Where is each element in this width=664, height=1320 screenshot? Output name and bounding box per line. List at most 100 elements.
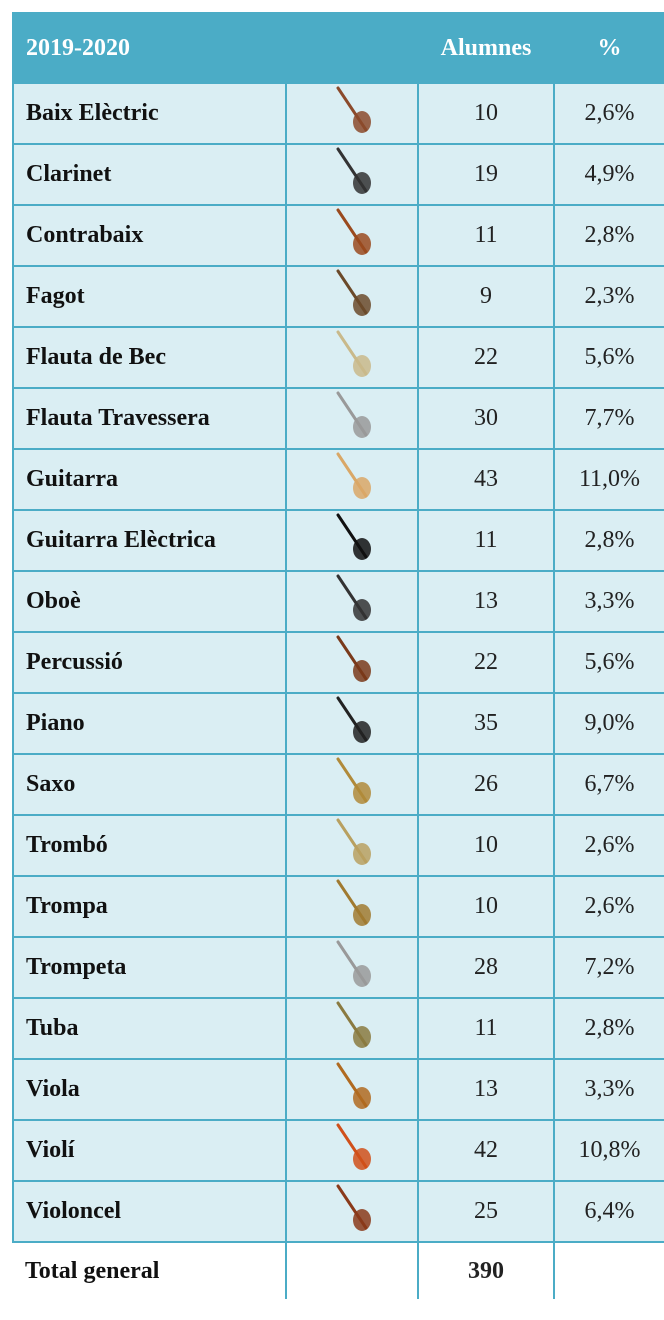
student-percent: 2,8% — [554, 205, 664, 266]
student-count: 11 — [418, 205, 554, 266]
icon-shape — [353, 233, 371, 255]
instrument-name: Contrabaix — [13, 205, 286, 266]
instrument-icon — [324, 755, 380, 807]
table-header: 2019-2020 Alumnes % — [13, 13, 664, 83]
icon-cell — [286, 693, 418, 754]
student-count: 28 — [418, 937, 554, 998]
icon-cell — [286, 1120, 418, 1181]
icon-cell — [286, 571, 418, 632]
instrument-icon — [324, 938, 380, 990]
icon-shape — [353, 477, 371, 499]
student-count: 13 — [418, 571, 554, 632]
icon-shape — [353, 355, 371, 377]
instrument-icon — [324, 633, 380, 685]
icon-cell — [286, 876, 418, 937]
student-count: 11 — [418, 998, 554, 1059]
icon-shape — [353, 538, 371, 560]
instrument-icon — [324, 1182, 380, 1234]
instrument-name: Saxo — [13, 754, 286, 815]
icon-cell — [286, 83, 418, 144]
icon-cell — [286, 815, 418, 876]
instrument-icon — [324, 328, 380, 380]
instrument-icon — [324, 145, 380, 197]
icon-shape — [353, 1026, 371, 1048]
icon-shape — [353, 1148, 371, 1170]
instrument-name: Guitarra — [13, 449, 286, 510]
instrument-name: Oboè — [13, 571, 286, 632]
instrument-name: Violí — [13, 1120, 286, 1181]
icon-shape — [353, 721, 371, 743]
header-year: 2019-2020 — [13, 13, 286, 83]
icon-cell — [286, 388, 418, 449]
student-percent: 3,3% — [554, 1059, 664, 1120]
icon-cell — [286, 754, 418, 815]
instrument-name: Fagot — [13, 266, 286, 327]
instrument-icon — [324, 450, 380, 502]
instrument-icon — [324, 1121, 380, 1173]
student-count: 13 — [418, 1059, 554, 1120]
instrument-icon — [324, 206, 380, 258]
student-percent: 9,0% — [554, 693, 664, 754]
icon-cell — [286, 266, 418, 327]
student-percent: 2,8% — [554, 998, 664, 1059]
icon-cell — [286, 937, 418, 998]
student-count: 22 — [418, 632, 554, 693]
student-count: 19 — [418, 144, 554, 205]
student-count: 10 — [418, 815, 554, 876]
icon-shape — [353, 843, 371, 865]
total-value: 390 — [418, 1242, 554, 1299]
icon-shape — [353, 782, 371, 804]
instrument-name: Flauta de Bec — [13, 327, 286, 388]
page: html, body { margin: 0; padding: 0; widt… — [0, 0, 664, 1320]
instrument-icon — [324, 999, 380, 1051]
student-percent: 6,7% — [554, 754, 664, 815]
student-count: 26 — [418, 754, 554, 815]
instrument-icon — [324, 877, 380, 929]
total-row: Total general 390 — [13, 1242, 664, 1299]
total-icon-cell — [286, 1242, 418, 1299]
icon-cell — [286, 449, 418, 510]
instrument-name: Clarinet — [13, 144, 286, 205]
instrument-name: Trompeta — [13, 937, 286, 998]
instrument-icon — [324, 389, 380, 441]
icon-shape — [353, 172, 371, 194]
header-row: 2019-2020 Alumnes % — [13, 13, 664, 83]
icon-cell — [286, 510, 418, 571]
instrument-icon — [324, 816, 380, 868]
instrument-name: Flauta Travessera — [13, 388, 286, 449]
student-count: 22 — [418, 327, 554, 388]
student-percent: 11,0% — [554, 449, 664, 510]
student-count: 43 — [418, 449, 554, 510]
icon-shape — [353, 1209, 371, 1231]
instrument-name: Trompa — [13, 876, 286, 937]
student-percent: 2,3% — [554, 266, 664, 327]
header-percent: % — [554, 13, 664, 83]
icon-shape — [353, 599, 371, 621]
student-count: 30 — [418, 388, 554, 449]
student-count: 10 — [418, 83, 554, 144]
student-percent: 6,4% — [554, 1181, 664, 1242]
student-count: 25 — [418, 1181, 554, 1242]
instrument-name: Tuba — [13, 998, 286, 1059]
instrument-name: Piano — [13, 693, 286, 754]
icon-cell — [286, 632, 418, 693]
student-count: 10 — [418, 876, 554, 937]
icon-cell — [286, 327, 418, 388]
total-percent-cell — [554, 1242, 664, 1299]
student-count: 9 — [418, 266, 554, 327]
icon-shape — [353, 111, 371, 133]
instrument-name: Trombó — [13, 815, 286, 876]
instrument-name: Viola — [13, 1059, 286, 1120]
